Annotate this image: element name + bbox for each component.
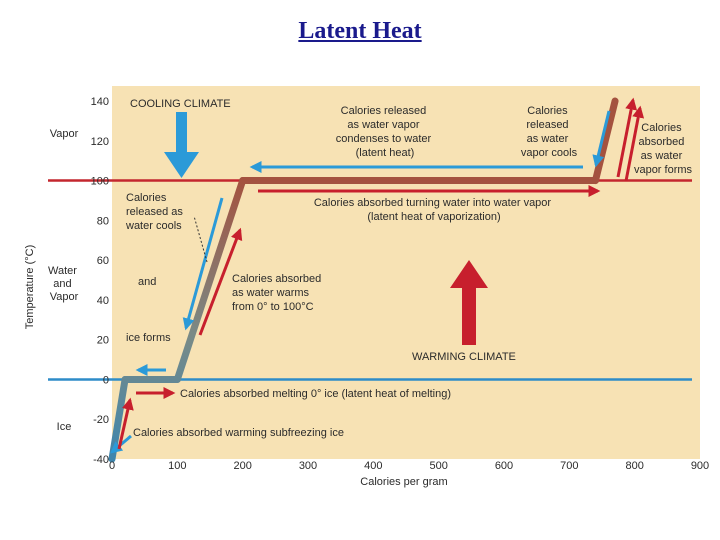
y-tick-label: -20 <box>93 414 109 426</box>
annotation-released-vapor-cools: Calories released as water vapor cools <box>521 105 578 159</box>
x-tick-label: 200 <box>233 460 251 472</box>
vapor-forms-arrow-1 <box>616 97 638 178</box>
phase-label-water-and-vapor: Water and Vapor <box>48 265 80 303</box>
x-tick-label: 800 <box>625 460 643 472</box>
y-tick-label: 20 <box>97 335 109 347</box>
annotation-absorbed-subfreezing: Calories absorbed warming subfreezing ic… <box>133 427 344 439</box>
y-tick-label: -40 <box>93 454 109 466</box>
y-tick-label: 140 <box>91 96 109 108</box>
warming-climate-label: WARMING CLIMATE <box>412 351 516 363</box>
annotation-absorbed-vapor-forms: Calories absorbed as water vapor forms <box>634 122 693 176</box>
heating-curve-segment <box>173 177 247 383</box>
y-tick-label: 100 <box>91 176 109 188</box>
annotation-released-condense: Calories released as water vapor condens… <box>336 105 434 159</box>
cooling-climate-arrow <box>164 112 199 178</box>
x-tick-label: 900 <box>691 460 709 472</box>
y-tick-label: 0 <box>103 374 109 386</box>
subfreezing-arrow <box>117 397 134 450</box>
x-tick-label: 600 <box>495 460 513 472</box>
x-tick-label: 500 <box>429 460 447 472</box>
phase-label-ice: Ice <box>57 421 72 433</box>
x-tick-label: 300 <box>299 460 317 472</box>
annotation-absorbed-melting: Calories absorbed melting 0° ice (latent… <box>180 388 451 400</box>
annotation-absorbed-water-warms: Calories absorbed as water warms from 0°… <box>232 273 324 313</box>
vapor-forms-arrow-2 <box>624 105 645 182</box>
y-tick-label: 120 <box>91 136 109 148</box>
cooling-climate-label: COOLING CLIMATE <box>130 98 231 110</box>
y-tick-label: 80 <box>97 215 109 227</box>
water-cools-arrow <box>182 197 224 331</box>
annotation-ice-forms: ice forms <box>126 332 171 344</box>
annotation-and: and <box>138 276 156 288</box>
y-axis-label: Temperature (°C) <box>24 245 36 329</box>
y-tick-label: 40 <box>97 295 109 307</box>
x-tick-label: 0 <box>109 460 115 472</box>
slide-title: Latent Heat <box>298 18 422 44</box>
y-tick-label: 60 <box>97 255 109 267</box>
vapor-cools-arrow <box>592 110 611 168</box>
warming-climate-arrow <box>450 260 488 345</box>
x-tick-label: 400 <box>364 460 382 472</box>
x-axis-label: Calories per gram <box>360 476 447 488</box>
annotation-released-water-cools: Calories released as water cools <box>125 192 186 232</box>
annotation-absorbed-vaporization: Calories absorbed turning water into wat… <box>314 197 554 223</box>
phase-label-vapor: Vapor <box>50 128 79 140</box>
x-tick-label: 700 <box>560 460 578 472</box>
water-warms-arrow <box>198 227 243 336</box>
x-tick-label: 100 <box>168 460 186 472</box>
